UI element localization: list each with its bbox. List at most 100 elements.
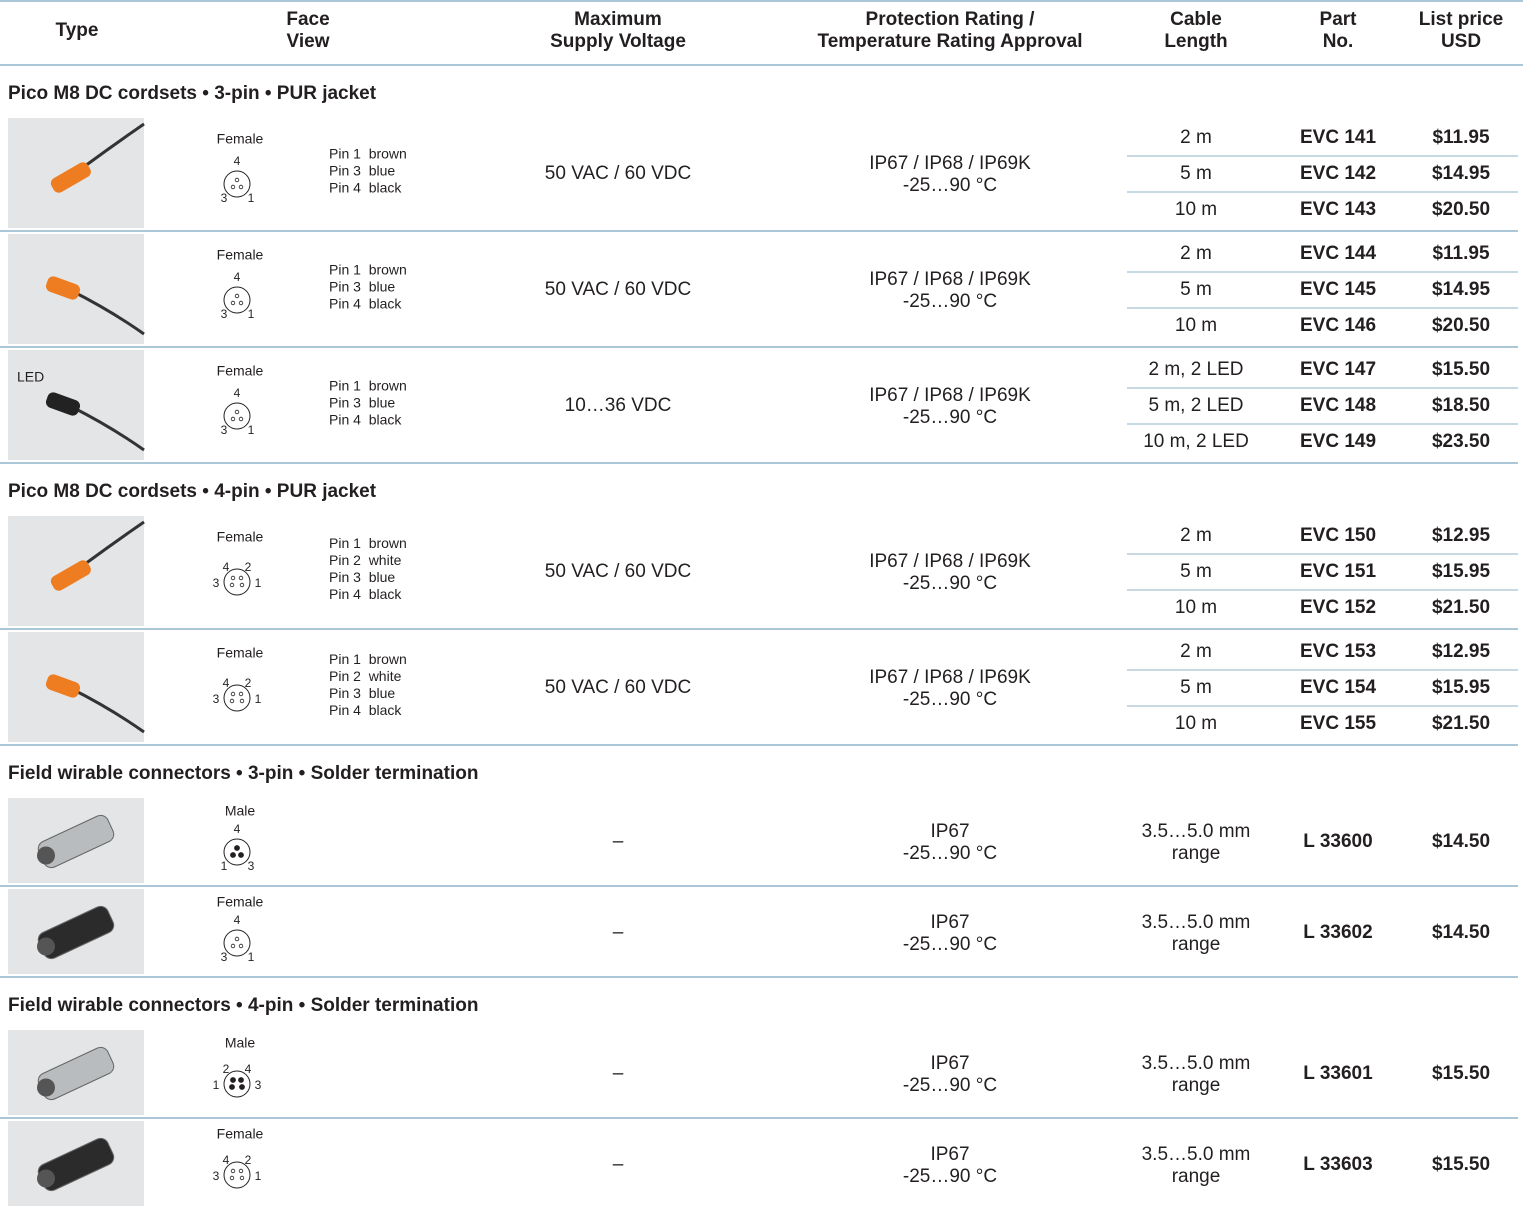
rating: -25…90 °C [903,1166,997,1187]
connector-face [37,1078,55,1097]
part-number: EVC 147 [1300,359,1376,380]
cable-length: 3.5…5.0 mm [1142,1053,1251,1074]
column-header: Maximum [574,9,662,30]
section-title: Field wirable connectors • 4-pin • Solde… [8,995,478,1016]
connector [45,392,81,416]
rating: IP67 / IP68 / IP69K [869,551,1031,572]
wiring: Pin 1 brown [329,651,407,667]
part-number: EVC 145 [1300,279,1376,300]
gender: Female [217,529,264,545]
pin-number: 1 [248,950,255,964]
pin-dot [239,582,245,588]
gender: Female [217,645,264,661]
pin-number: 3 [255,1078,262,1092]
pin-dot [239,1175,245,1181]
list-price: $18.50 [1432,395,1490,416]
wiring: Pin 4 black [329,412,402,428]
column-header: Length [1164,31,1227,52]
rating: IP67 [930,1053,969,1074]
gender: Male [225,803,256,819]
pin-number: 3 [221,950,228,964]
column-header: Face [286,9,329,30]
part-number: EVC 153 [1300,641,1376,662]
connector [50,162,91,193]
pin-dot [230,691,236,697]
pin-dot [229,1175,235,1181]
rating: -25…90 °C [903,689,997,710]
rating: IP67 / IP68 / IP69K [869,385,1031,406]
type-label: LED [17,369,44,385]
supply-voltage: 50 VAC / 60 VDC [545,163,691,184]
supply-voltage: – [613,1063,624,1084]
column-header: Supply Voltage [550,31,686,52]
pin-number: 3 [213,1169,220,1183]
column-header: Cable [1170,9,1222,30]
pin-number: 2 [245,676,252,690]
gender: Female [217,1126,264,1142]
section-title: Field wirable connectors • 3-pin • Solde… [8,763,478,784]
part-number: EVC 152 [1300,597,1376,618]
cable-length: 10 m [1175,315,1217,336]
part-number: EVC 149 [1300,431,1376,452]
connector [50,560,91,591]
pin-dot [238,1168,244,1174]
rating: -25…90 °C [903,573,997,594]
pin-dot [229,582,235,588]
column-header: USD [1441,31,1481,52]
wiring: Pin 3 blue [329,569,395,585]
gender: Female [217,363,264,379]
pin-number: 4 [234,913,241,927]
pin-dot [238,575,244,581]
cable-length: 5 m [1180,163,1212,184]
wiring: Pin 1 brown [329,535,407,551]
rating: -25…90 °C [903,934,997,955]
pin-number: 1 [255,576,262,590]
rating: IP67 [930,821,969,842]
part-number: EVC 144 [1300,243,1376,264]
connector [45,276,81,300]
pin-number: 1 [255,1169,262,1183]
part-number: EVC 150 [1300,525,1376,546]
cable-length: 2 m, 2 LED [1148,359,1243,380]
pin-number: 3 [221,423,228,437]
cable-length: 3.5…5.0 mm [1142,912,1251,933]
part-number: L 33603 [1303,1154,1372,1175]
pin-dot [238,416,244,422]
face-outline [223,170,251,198]
pin-dot [234,177,240,183]
pin-number: 1 [213,1078,220,1092]
rating: IP67 / IP68 / IP69K [869,667,1031,688]
list-price: $12.95 [1432,641,1491,662]
pin-dot [239,1084,245,1090]
pin-dot [239,698,245,704]
list-price: $12.95 [1432,525,1491,546]
wiring: Pin 4 black [329,180,402,196]
supply-voltage: 10…36 VDC [565,395,672,416]
part-number: L 33600 [1303,831,1372,852]
pin-number: 4 [223,676,230,690]
cable-length: range [1172,843,1221,864]
wiring: Pin 3 blue [329,279,395,295]
part-number: EVC 141 [1300,127,1376,148]
list-price: $14.50 [1432,922,1490,943]
pin-dot [234,409,240,415]
cable-length: range [1172,934,1221,955]
pin-number: 3 [221,307,228,321]
pin-dot [230,184,236,190]
wiring: Pin 1 brown [329,262,407,278]
supply-voltage: 50 VAC / 60 VDC [545,279,691,300]
wiring: Pin 1 brown [329,146,407,162]
part-number: EVC 146 [1300,315,1376,336]
pin-number: 1 [248,307,255,321]
list-price: $11.95 [1432,243,1489,264]
pin-dot [230,943,236,949]
list-price: $20.50 [1432,199,1490,220]
rating: -25…90 °C [903,407,997,428]
pin-number: 2 [223,1062,230,1076]
part-number: EVC 148 [1300,395,1376,416]
cable-length: range [1172,1075,1221,1096]
supply-voltage: 50 VAC / 60 VDC [545,677,691,698]
list-price: $15.95 [1432,677,1491,698]
list-price: $11.95 [1432,127,1489,148]
list-price: $14.95 [1432,163,1491,184]
